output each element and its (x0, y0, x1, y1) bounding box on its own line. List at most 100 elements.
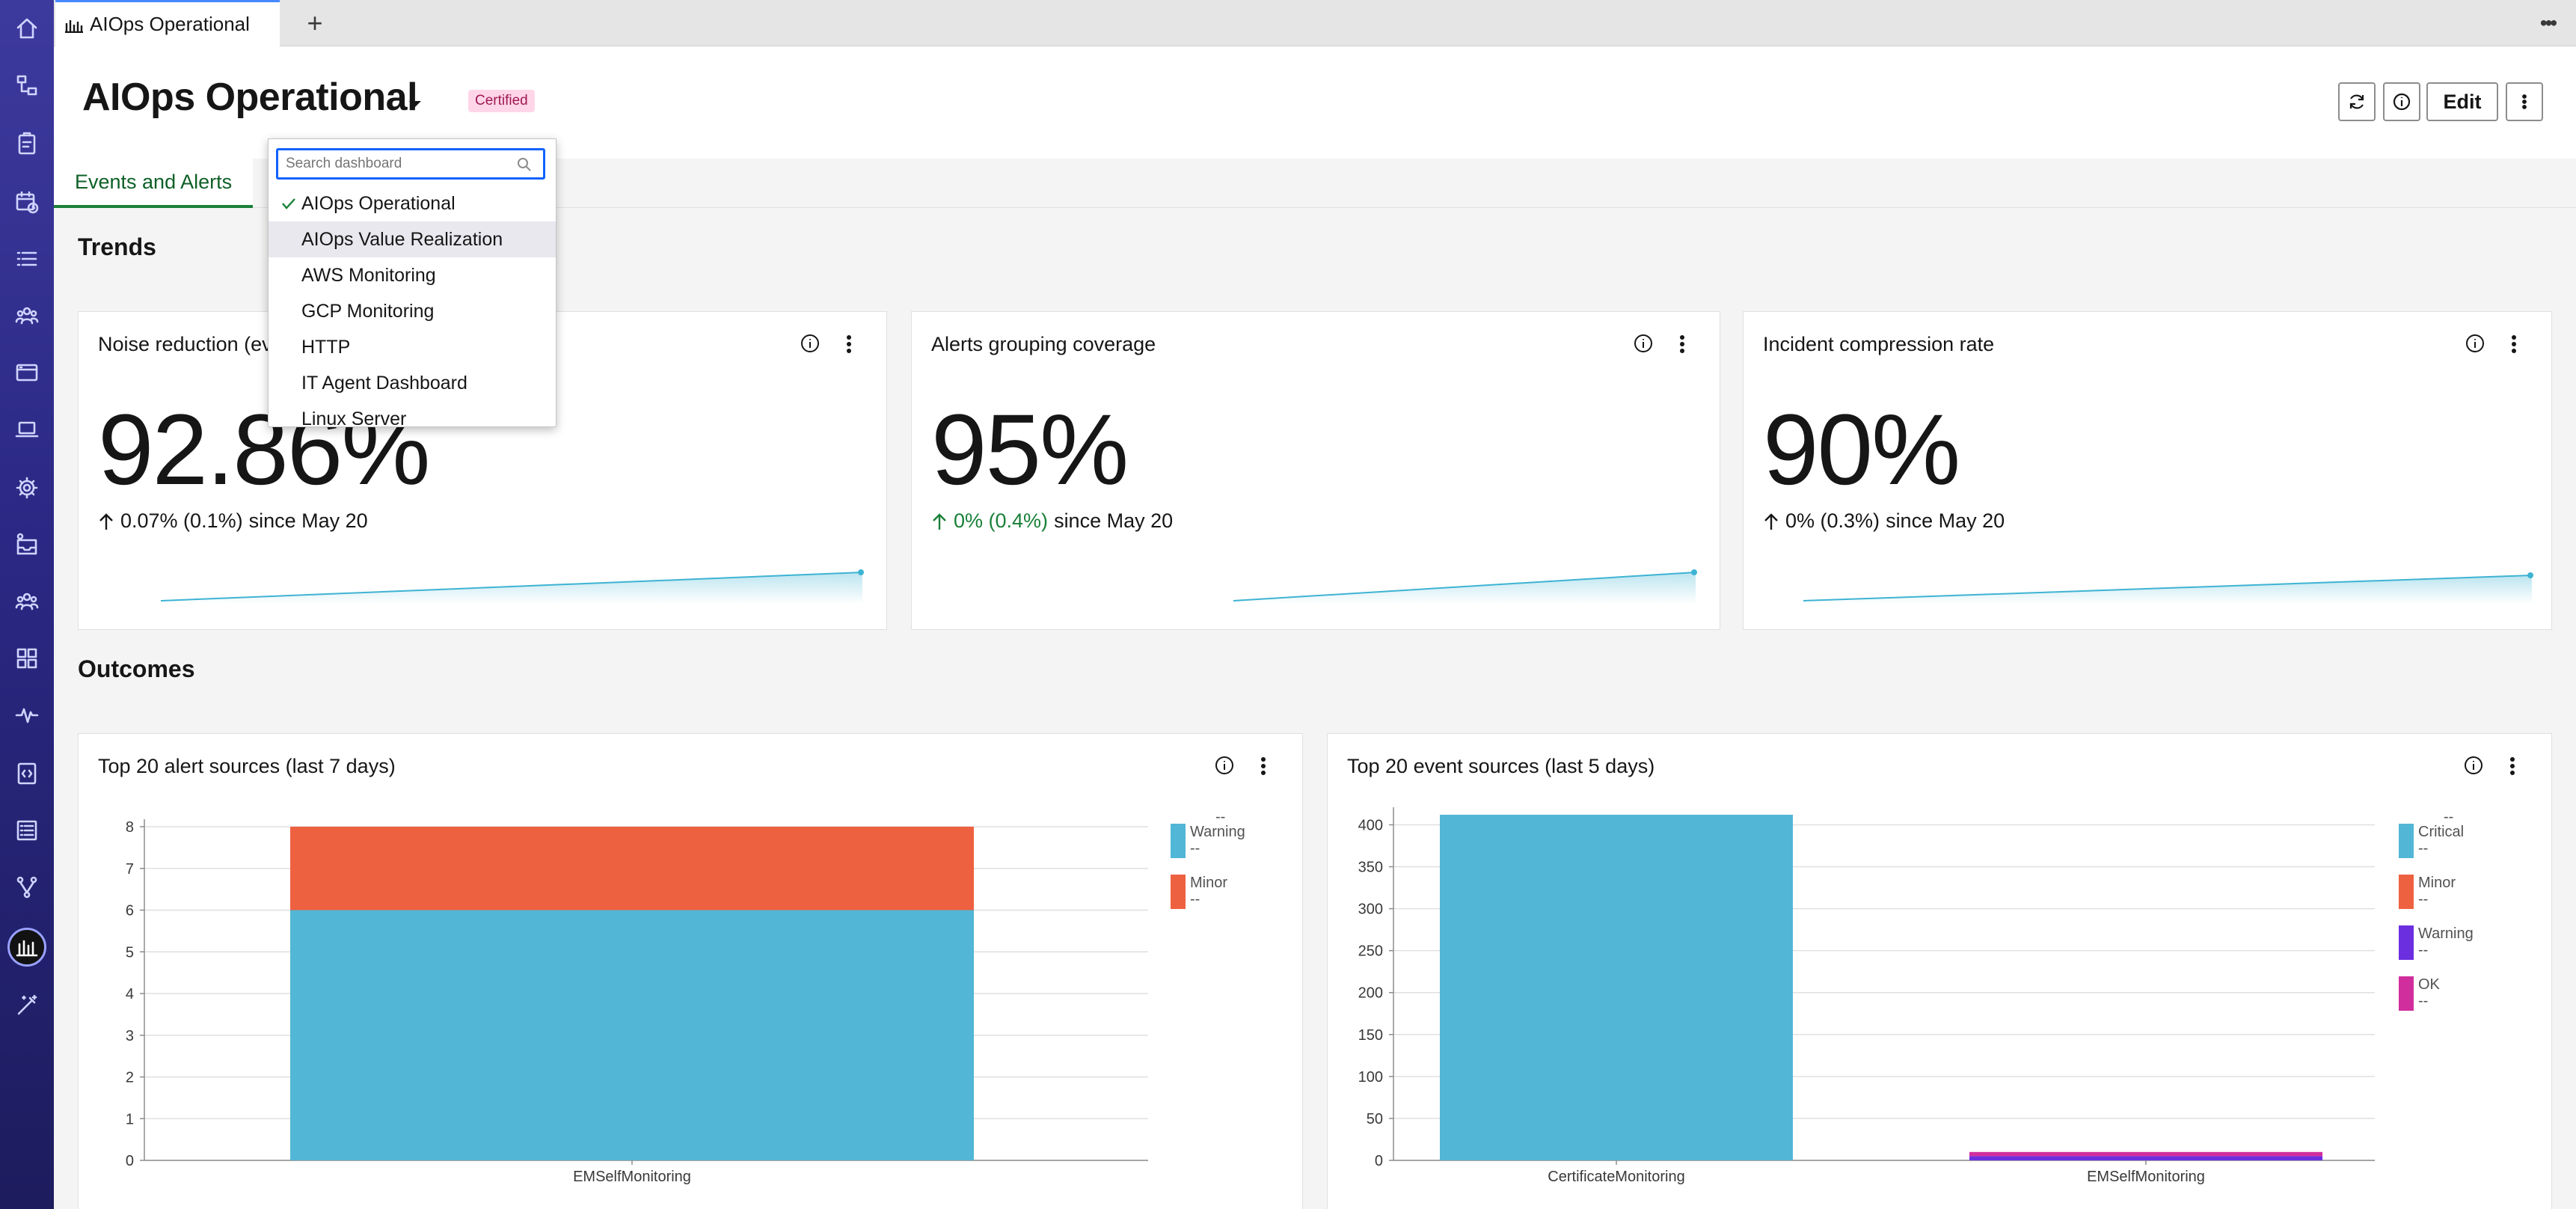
legend-label: Warning (1190, 824, 1245, 840)
kpi-title: Alerts grouping coverage (931, 333, 1156, 355)
list-icon[interactable] (7, 239, 46, 278)
home-icon[interactable] (7, 9, 46, 48)
y-tick-label: 0 (1375, 1153, 1383, 1169)
dashboard-option-it-agent[interactable]: IT Agent Dashboard (269, 365, 556, 401)
group-icon[interactable] (7, 296, 46, 335)
legend-header: -- (1215, 809, 1226, 825)
calendar-clock-icon[interactable] (7, 183, 46, 221)
kpi-card-incident-compression: Incident compression rate 90% 0% (0.3%) … (1743, 311, 2552, 630)
event-sources-chart-card: Top 20 event sources (last 5 days) 0 50 10… (1327, 733, 2552, 1209)
y-tick-label: 7 (126, 861, 134, 878)
kpi-title: Incident compression rate (1763, 333, 1995, 355)
kpi-value: 95% (931, 394, 1129, 506)
legend-label: Minor (2418, 875, 2456, 891)
kpi-since: since May 20 (1054, 509, 1174, 532)
option-label: Linux Server (301, 408, 407, 427)
legend-item[interactable]: Critical -- (2399, 824, 2488, 866)
y-tick-label: 250 (1358, 943, 1383, 960)
browser-window-icon[interactable] (7, 353, 46, 392)
kebab-menu-icon[interactable] (1672, 331, 1693, 357)
trends-section-title: Trends (78, 233, 156, 260)
legend-item[interactable]: Minor -- (1171, 875, 1260, 916)
inbox-icon[interactable] (7, 525, 46, 564)
info-icon[interactable] (1633, 333, 1654, 354)
code-document-icon[interactable] (7, 754, 46, 793)
legend-swatch (2399, 875, 2414, 909)
option-label: AIOps Value Realization (301, 228, 503, 250)
refresh-button[interactable] (2338, 82, 2376, 121)
tab-events-and-alerts[interactable]: Events and Alerts (54, 159, 254, 208)
kpi-sparkline (161, 569, 864, 604)
topology-icon[interactable] (7, 66, 46, 105)
info-icon[interactable] (1214, 755, 1235, 776)
legend-label: Warning (2418, 925, 2474, 942)
page-title[interactable]: AIOps Operational (82, 76, 418, 119)
tab-aiops-operational[interactable]: AIOps Operational (55, 0, 280, 46)
dashboard-option-gcp-monitoring[interactable]: GCP Monitoring (269, 293, 556, 329)
alert-sources-bar-chart: 0 1 2 3 4 5 6 7 8 EMSelfMonitoring (126, 819, 1148, 1185)
event-sources-bar-chart: 0 50 100 150 200 250 300 350 400 CertificateMonit… (1358, 807, 2375, 1185)
dashboards-chart-icon[interactable] (7, 928, 46, 967)
info-icon[interactable] (2463, 755, 2484, 776)
info-button[interactable] (2383, 82, 2420, 121)
kebab-menu-icon[interactable] (1253, 753, 1274, 779)
y-tick-label: 8 (126, 819, 134, 836)
search-dashboard-field[interactable] (276, 148, 545, 180)
chart-title: Top 20 alert sources (last 7 days) (98, 755, 396, 777)
kebab-menu-icon[interactable] (838, 331, 859, 357)
add-tab-button[interactable]: + (307, 7, 323, 38)
branch-icon[interactable] (7, 868, 46, 907)
kebab-menu-icon[interactable] (2503, 331, 2524, 357)
y-tick-label: 350 (1358, 860, 1383, 876)
kpi-delta: 0.07% (0.1%) since May 20 (98, 509, 368, 533)
overflow-menu-icon[interactable]: ••• (2539, 11, 2557, 34)
tab-label: AIOps Operational (90, 13, 250, 35)
bar-minor (290, 827, 974, 910)
settings-gear-icon[interactable] (7, 468, 46, 507)
dashboard-grid-icon[interactable] (7, 639, 46, 678)
legend-label: Minor (1190, 875, 1228, 891)
laptop-icon[interactable] (7, 410, 46, 449)
legend-item[interactable]: Warning -- (1171, 824, 1260, 866)
x-tick-label: CertificateMonitoring (1548, 1169, 1684, 1185)
magic-wand-icon[interactable] (7, 986, 46, 1025)
users-icon[interactable] (7, 582, 46, 621)
more-options-button[interactable] (2506, 82, 2543, 121)
arrow-up-icon (1764, 512, 1778, 530)
edit-button[interactable]: Edit (2426, 82, 2498, 121)
y-tick-label: 0 (126, 1153, 134, 1169)
legend-item[interactable]: Warning -- (2399, 925, 2488, 967)
option-label: HTTP (301, 336, 351, 358)
info-icon[interactable] (2465, 333, 2485, 354)
option-label: AWS Monitoring (301, 264, 436, 286)
option-label: AIOps Operational (301, 192, 456, 214)
caret-down-icon[interactable] (402, 93, 428, 115)
legend-value: -- (2418, 942, 2429, 958)
legend-item[interactable]: Minor -- (2399, 875, 2488, 916)
activity-pulse-icon[interactable] (7, 696, 46, 735)
y-tick-label: 4 (126, 986, 134, 1003)
kebab-menu-icon[interactable] (2502, 753, 2523, 779)
dashboard-option-aws-monitoring[interactable]: AWS Monitoring (269, 257, 556, 293)
report-list-icon[interactable] (7, 811, 46, 850)
y-tick-label: 300 (1358, 902, 1383, 918)
kpi-change: 0% (0.4%) (954, 509, 1049, 532)
dashboard-option-aiops-value-realization[interactable]: AIOps Value Realization (269, 221, 556, 257)
info-icon (2393, 93, 2411, 111)
dashboard-option-aiops-operational[interactable]: AIOps Operational (269, 186, 556, 221)
bar-warning (1969, 1156, 2322, 1160)
legend-label: Critical (2418, 824, 2465, 840)
legend-swatch (2399, 976, 2414, 1011)
kpi-title: Noise reduction (eve (98, 333, 283, 355)
chart-legend: -- Critical -- Minor -- Warning -- OK -- (2399, 809, 2518, 1033)
dashboard-option-linux-server[interactable]: Linux Server (269, 401, 556, 427)
y-tick-label: 1 (126, 1111, 134, 1127)
legend-item[interactable]: OK -- (2399, 976, 2488, 1018)
legend-value: -- (1190, 840, 1200, 857)
dashboard-tab-icon (65, 19, 83, 33)
clipboard-icon[interactable] (7, 124, 46, 163)
search-dashboard-input[interactable] (286, 155, 503, 173)
dashboard-option-http[interactable]: HTTP (269, 329, 556, 365)
info-icon[interactable] (800, 333, 821, 354)
